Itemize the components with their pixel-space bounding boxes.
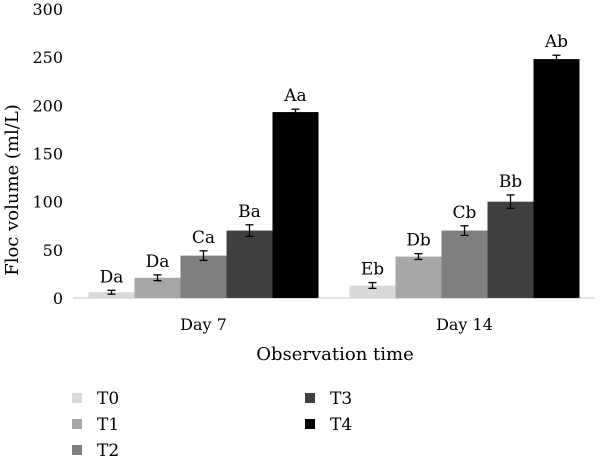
y-tick-label: 50 [43,241,63,260]
bar [349,285,396,298]
legend-label: T1 [97,415,119,435]
bar-series: Da Da Ca Ba Aa Eb Db Cb Bb Ab [88,32,580,299]
bar [88,292,135,298]
bar [395,256,442,298]
x-axis: Day 7 Day 14 [73,297,595,334]
bar [441,230,488,298]
y-axis: 0 50 100 150 200 250 300 [32,0,63,308]
x-tick-label: Day 7 [180,315,227,334]
x-axis-label: Observation time [256,344,414,365]
significance-label: Db [406,231,431,251]
legend-label: T2 [97,441,119,461]
significance-label: Da [100,267,124,287]
legend-swatch [72,419,82,429]
y-tick-label: 250 [32,48,63,67]
y-tick-label: 100 [32,193,63,212]
legend-label: T0 [97,389,119,409]
y-axis-label: Floc volume (ml/L) [2,104,23,276]
legend-swatch [305,419,315,429]
legend-label: T3 [330,389,352,409]
significance-label: Bb [499,172,522,192]
significance-label: Aa [283,86,306,106]
x-tick-label: Day 14 [436,315,493,334]
bar [180,255,227,298]
y-tick-label: 150 [32,145,63,164]
legend-label: T4 [330,415,352,435]
significance-label: Ba [238,202,261,222]
significance-label: Da [146,252,170,272]
legend-swatch [72,393,82,403]
significance-label: Eb [361,260,384,280]
bar [134,277,181,298]
significance-label: Ca [192,228,215,248]
bar [272,112,319,299]
y-tick-label: 300 [32,0,63,19]
bar [533,59,580,298]
bar [487,201,534,298]
significance-label: Cb [453,203,477,223]
y-tick-label: 0 [53,289,63,308]
bar [226,230,273,298]
legend-swatch [72,445,82,455]
legend-swatch [305,393,315,403]
y-tick-label: 200 [32,96,63,115]
legend: T0 T1 T2 T3 T4 [72,389,352,461]
significance-label: Ab [544,32,568,52]
